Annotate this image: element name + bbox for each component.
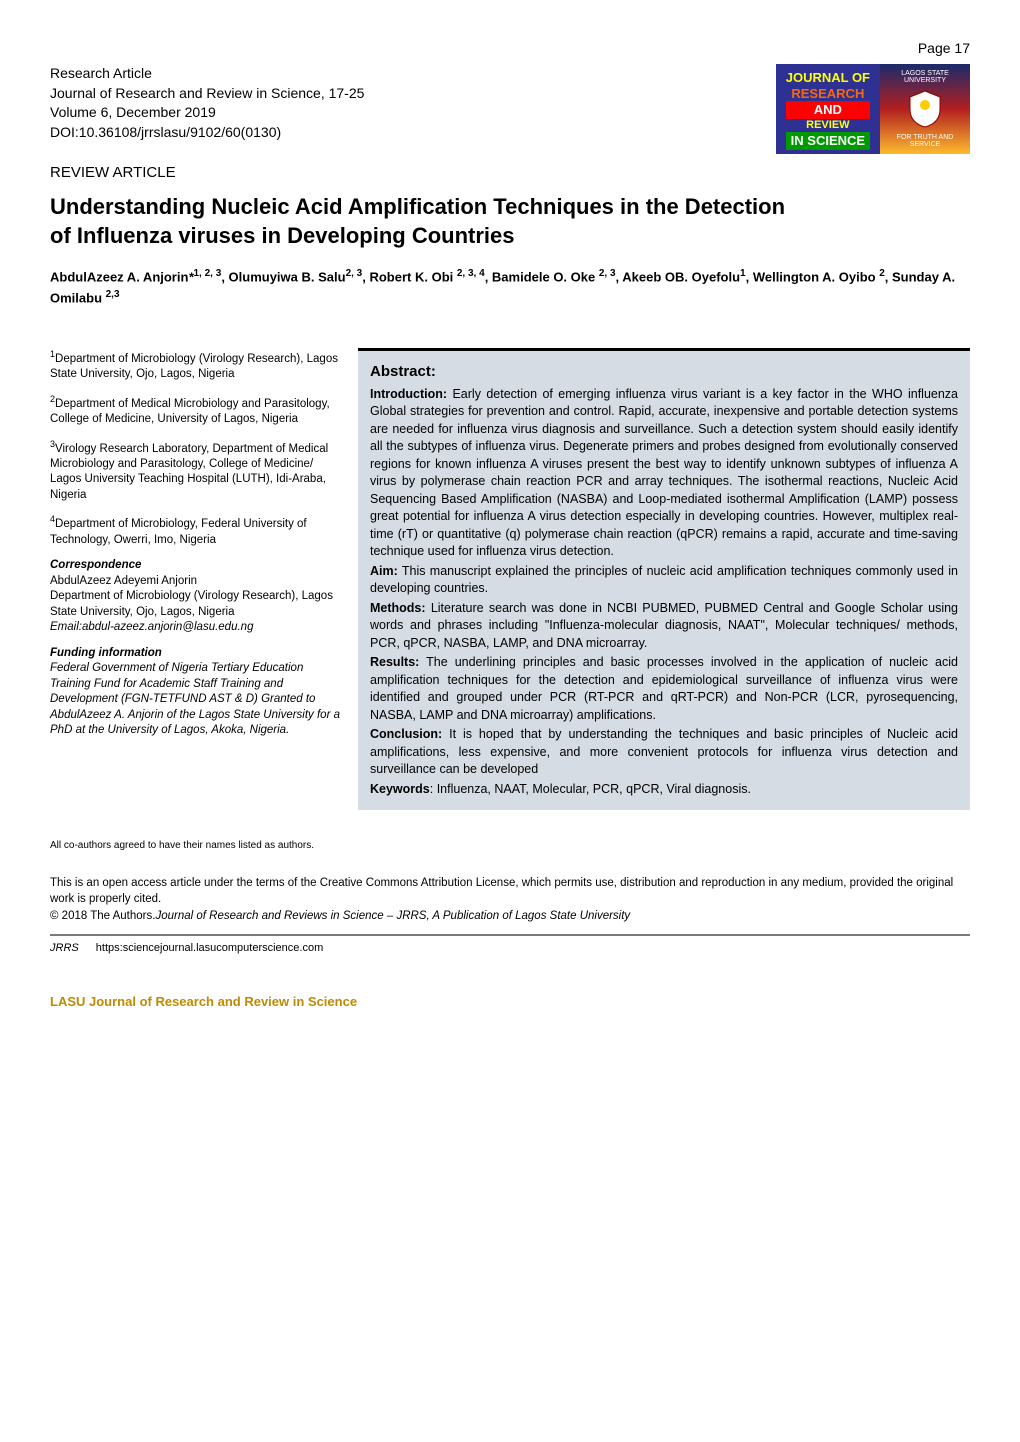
logo-line-5: IN SCIENCE bbox=[786, 132, 870, 150]
left-column: 1Department of Microbiology (Virology Re… bbox=[50, 348, 340, 811]
aim-label: Aim: bbox=[370, 564, 398, 578]
aim-text: This manuscript explained the principles… bbox=[370, 564, 958, 596]
header-row: Research Article Journal of Research and… bbox=[50, 64, 970, 154]
uni-logo-bottom: FOR TRUTH AND SERVICE bbox=[884, 134, 966, 148]
correspondence-block: Correspondence AbdulAzeez Adeyemi Anjori… bbox=[50, 558, 340, 636]
abstract-conclusion: Conclusion: It is hoped that by understa… bbox=[370, 726, 958, 779]
intro-label: Introduction: bbox=[370, 387, 447, 401]
abstract-intro: Introduction: Early detection of emergin… bbox=[370, 386, 958, 561]
page-container: Page 17 Research Article Journal of Rese… bbox=[0, 0, 1020, 1049]
affiliation-1: 1Department of Microbiology (Virology Re… bbox=[50, 348, 340, 383]
abstract-heading: Abstract: bbox=[370, 361, 958, 382]
jrrs-line: JRRS https:sciencejournal.lasucomputersc… bbox=[50, 942, 970, 954]
correspondence-name: AbdulAzeez Adeyemi Anjorin bbox=[50, 575, 197, 587]
logo-line-3: AND bbox=[786, 101, 870, 119]
abstract-results: Results: The underlining principles and … bbox=[370, 654, 958, 724]
results-text: The underlining principles and basic pro… bbox=[370, 655, 958, 722]
conclusion-label: Conclusion: bbox=[370, 727, 442, 741]
article-type: Research Article bbox=[50, 64, 364, 84]
affiliation-4: 4Department of Microbiology, Federal Uni… bbox=[50, 513, 340, 548]
correspondence-head: Correspondence bbox=[50, 559, 141, 571]
correspondence-dept: Department of Microbiology (Virology Res… bbox=[50, 590, 333, 618]
coauthor-note: All co-authors agreed to have their name… bbox=[50, 840, 970, 851]
volume-line: Volume 6, December 2019 bbox=[50, 103, 364, 123]
results-label: Results: bbox=[370, 655, 419, 669]
abstract-box: Abstract: Introduction: Early detection … bbox=[358, 348, 970, 811]
shield-icon bbox=[905, 89, 945, 129]
abstract-aim: Aim: This manuscript explained the princ… bbox=[370, 563, 958, 598]
license-line-1: This is an open access article under the… bbox=[50, 875, 970, 907]
journal-logo: JOURNAL OF RESEARCH AND REVIEW IN SCIENC… bbox=[776, 64, 880, 154]
page-number: Page 17 bbox=[50, 40, 970, 56]
funding-block: Funding information Federal Government o… bbox=[50, 646, 340, 739]
license-box: This is an open access article under the… bbox=[50, 869, 970, 935]
funding-head: Funding information bbox=[50, 647, 162, 659]
funding-body: Federal Government of Nigeria Tertiary E… bbox=[50, 662, 340, 736]
affiliation-2: 2Department of Medical Microbiology and … bbox=[50, 393, 340, 428]
abstract-methods: Methods: Literature search was done in N… bbox=[370, 600, 958, 653]
review-article-label: REVIEW ARTICLE bbox=[50, 164, 970, 181]
abstract-keywords: Keywords: Influenza, NAAT, Molecular, PC… bbox=[370, 781, 958, 799]
jrrs-label: JRRS bbox=[50, 942, 79, 954]
journal-logo-block: JOURNAL OF RESEARCH AND REVIEW IN SCIENC… bbox=[776, 64, 970, 154]
journal-line: Journal of Research and Review in Scienc… bbox=[50, 84, 364, 104]
keywords-text: : Influenza, NAAT, Molecular, PCR, qPCR,… bbox=[430, 782, 751, 796]
intro-text: Early detection of emerging influenza vi… bbox=[370, 387, 958, 559]
article-title: Understanding Nucleic Acid Amplification… bbox=[50, 193, 810, 250]
keywords-label: Keywords bbox=[370, 782, 430, 796]
logo-line-1: JOURNAL OF bbox=[786, 70, 870, 86]
content-row: 1Department of Microbiology (Virology Re… bbox=[50, 348, 970, 811]
university-logo: LAGOS STATE UNIVERSITY FOR TRUTH AND SER… bbox=[880, 64, 970, 154]
methods-text: Literature search was done in NCBI PUBME… bbox=[370, 601, 958, 650]
methods-label: Methods: bbox=[370, 601, 426, 615]
jrrs-url: https:sciencejournal.lasucomputerscience… bbox=[96, 942, 323, 954]
correspondence-email: Email:abdul-azeez.anjorin@lasu.edu.ng bbox=[50, 621, 253, 633]
affiliation-3: 3Virology Research Laboratory, Departmen… bbox=[50, 438, 340, 504]
license-copyright: © 2018 The Authors. bbox=[50, 910, 155, 922]
license-journal: Journal of Research and Reviews in Scien… bbox=[155, 910, 630, 922]
doi-line: DOI:10.36108/jrrslasu/9102/60(0130) bbox=[50, 123, 364, 143]
article-meta: Research Article Journal of Research and… bbox=[50, 64, 364, 142]
footer-text: LASU Journal of Research and Review in S… bbox=[50, 994, 970, 1009]
license-line-2: © 2018 The Authors.Journal of Research a… bbox=[50, 908, 970, 924]
authors-list: AbdulAzeez A. Anjorin*1, 2, 3, Olumuyiwa… bbox=[50, 266, 970, 308]
logo-line-4: REVIEW bbox=[786, 119, 870, 132]
conclusion-text: It is hoped that by understanding the te… bbox=[370, 727, 958, 776]
logo-line-2: RESEARCH bbox=[786, 86, 870, 102]
uni-logo-top: LAGOS STATE UNIVERSITY bbox=[884, 70, 966, 84]
